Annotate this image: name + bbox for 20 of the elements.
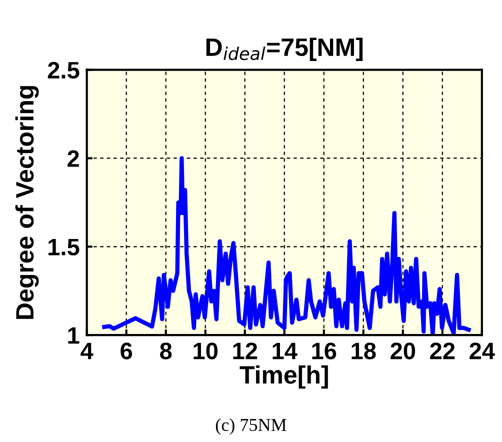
x-tick-label: 22 — [430, 342, 455, 360]
x-axis-title: Time[h] — [240, 365, 328, 389]
x-tick-label: 18 — [352, 342, 376, 360]
x-tick-label: 20 — [390, 342, 416, 360]
x-tick-label: 12 — [233, 342, 258, 360]
text: (c) 75NM — [216, 418, 286, 435]
x-tick-label: 24 — [470, 342, 495, 360]
y-axis-title: Degree of Vectoring — [15, 86, 39, 319]
x-tick-label: 6 — [120, 342, 132, 360]
x-tick-label: 4 — [80, 342, 94, 360]
x-tick-label: 16 — [312, 342, 336, 360]
x-tick-label: 8 — [160, 342, 172, 360]
y-tick-label: 1 — [68, 327, 80, 344]
x-tick-label: 14 — [272, 342, 298, 360]
x-tick-label: 10 — [194, 342, 218, 360]
y-tick-label: 2.5 — [48, 62, 80, 79]
chart-title: D$_{ideal}$=75[NM] — [206, 38, 363, 61]
y-tick-label: 2 — [68, 150, 79, 167]
line-series — [102, 156, 471, 336]
y-tick-label: 1.5 — [48, 238, 80, 256]
